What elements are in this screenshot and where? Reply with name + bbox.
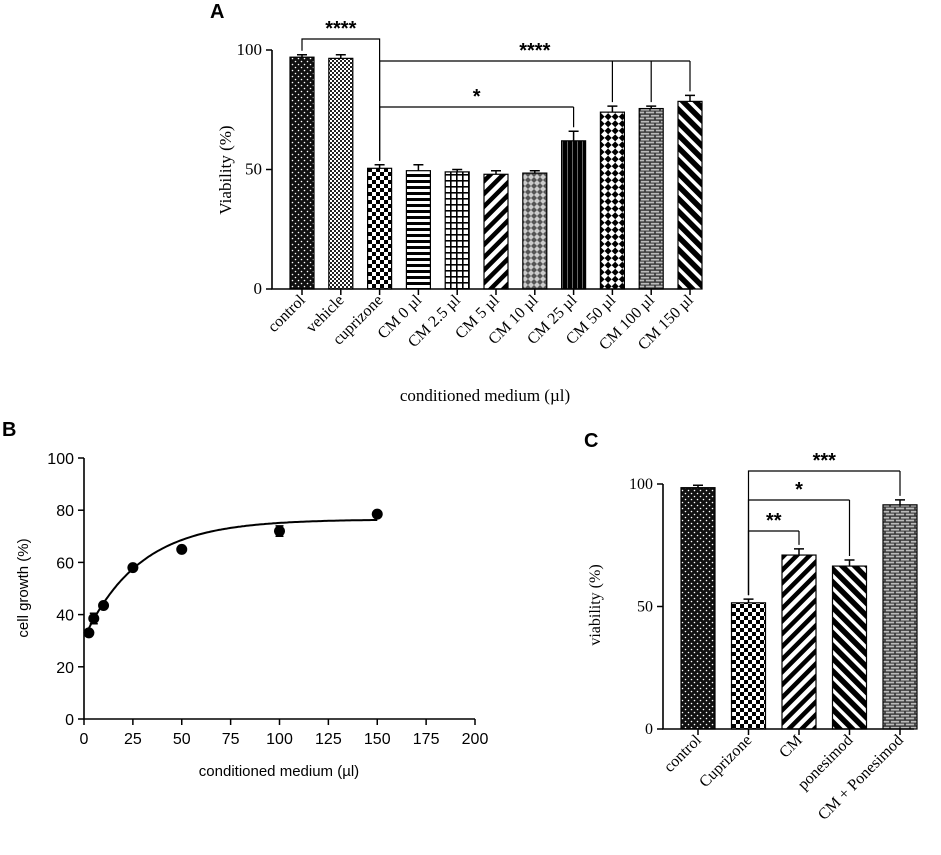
c-significance-label: *** bbox=[813, 450, 837, 472]
a-bar bbox=[367, 167, 393, 290]
b-xtick-label: 100 bbox=[266, 731, 293, 748]
a-error-bar bbox=[335, 54, 346, 59]
b-data-point bbox=[88, 613, 100, 625]
a-error-bar bbox=[568, 130, 579, 141]
a-ytick-label: 50 bbox=[245, 160, 262, 179]
b-xtick-label: 125 bbox=[315, 731, 342, 748]
b-ytick-label: 100 bbox=[47, 451, 74, 468]
c-bar bbox=[730, 602, 767, 730]
a-bar bbox=[328, 57, 354, 290]
c-significance-label: ** bbox=[766, 510, 782, 532]
b-xtick-label: 150 bbox=[364, 731, 391, 748]
a-error-bar bbox=[646, 105, 657, 109]
c-error-bar bbox=[895, 499, 905, 505]
c-bar bbox=[882, 504, 918, 730]
b-ytick-label: 20 bbox=[56, 660, 74, 677]
panel-a-ylabel: Viability (%) bbox=[216, 125, 235, 214]
b-data-point bbox=[83, 627, 95, 639]
panel-b-ylabel: cell growth (%) bbox=[15, 538, 32, 637]
a-bar bbox=[483, 173, 509, 290]
b-data-point bbox=[98, 599, 110, 611]
b-data-point bbox=[371, 508, 383, 520]
a-bar bbox=[522, 172, 548, 290]
c-ytick-label: 0 bbox=[645, 721, 653, 738]
b-ytick-label: 80 bbox=[56, 503, 74, 520]
c-category-label: CM bbox=[776, 732, 806, 762]
panel-c-ylabel: viability (%) bbox=[587, 564, 604, 645]
c-bar bbox=[831, 565, 868, 730]
a-ytick-label: 0 bbox=[254, 279, 263, 298]
b-xtick-label: 25 bbox=[124, 731, 142, 748]
b-xtick-label: 200 bbox=[462, 731, 489, 748]
c-ytick-label: 100 bbox=[629, 476, 653, 493]
b-xtick-label: 50 bbox=[173, 731, 191, 748]
a-error-bar bbox=[529, 169, 540, 174]
c-error-bar bbox=[794, 548, 804, 556]
a-significance-label: * bbox=[473, 86, 481, 108]
a-error-bar bbox=[491, 169, 501, 175]
b-ytick-label: 40 bbox=[56, 608, 74, 625]
panel-a-letter: A bbox=[210, 1, 224, 23]
c-error-bar bbox=[693, 484, 703, 488]
c-significance-label: * bbox=[795, 479, 803, 501]
panel-b-letter: B bbox=[2, 419, 16, 441]
a-bar bbox=[677, 100, 703, 290]
panel-b-axes bbox=[83, 458, 475, 720]
a-significance-label: **** bbox=[519, 40, 550, 62]
c-ytick-label: 50 bbox=[637, 599, 653, 616]
c-significance-bracket bbox=[747, 470, 901, 596]
b-fit-curve bbox=[87, 519, 378, 631]
b-data-point bbox=[274, 525, 285, 537]
a-category-label: control bbox=[265, 291, 309, 335]
panel-a-xlabel: conditioned medium (µl) bbox=[400, 386, 570, 405]
a-significance-bracket bbox=[379, 106, 575, 161]
a-error-bar bbox=[607, 105, 618, 113]
a-error-bar bbox=[452, 168, 463, 172]
a-error-bar bbox=[685, 94, 695, 102]
a-bar bbox=[638, 107, 664, 290]
a-ytick-label: 100 bbox=[237, 40, 263, 59]
c-category-label: Cuprizone bbox=[696, 732, 755, 791]
b-ytick-label: 0 bbox=[65, 712, 74, 729]
b-xtick-label: 0 bbox=[80, 731, 89, 748]
panel-b-xlabel: conditioned medium (µl) bbox=[199, 763, 359, 780]
c-error-bar bbox=[743, 598, 754, 603]
a-significance-label: **** bbox=[325, 18, 356, 40]
panel-b-chart: 0 20 40 60 80 100 0 25 50 75 100 125 150 175 200 cell… bbox=[15, 451, 488, 780]
b-data-point bbox=[127, 562, 139, 574]
c-bar bbox=[680, 487, 716, 730]
c-category-label: control bbox=[661, 731, 705, 775]
c-error-bar bbox=[844, 559, 855, 567]
a-error-bar bbox=[413, 163, 424, 171]
b-xtick-label: 75 bbox=[222, 731, 240, 748]
panel-c-letter: C bbox=[584, 430, 598, 452]
c-category-label: CM + Ponesimod bbox=[815, 732, 907, 824]
c-significance-bracket bbox=[747, 530, 800, 596]
b-xtick-label: 175 bbox=[413, 731, 440, 748]
a-error-bar bbox=[374, 163, 385, 169]
a-significance-bracket bbox=[379, 60, 691, 161]
a-bar bbox=[599, 111, 626, 290]
a-bar bbox=[405, 170, 431, 290]
a-bar bbox=[560, 140, 587, 290]
a-bar bbox=[444, 171, 470, 290]
a-bar bbox=[289, 56, 315, 290]
b-ytick-label: 60 bbox=[56, 555, 74, 572]
c-bar bbox=[781, 554, 817, 730]
b-data-point bbox=[176, 543, 188, 555]
a-error-bar bbox=[297, 54, 307, 58]
